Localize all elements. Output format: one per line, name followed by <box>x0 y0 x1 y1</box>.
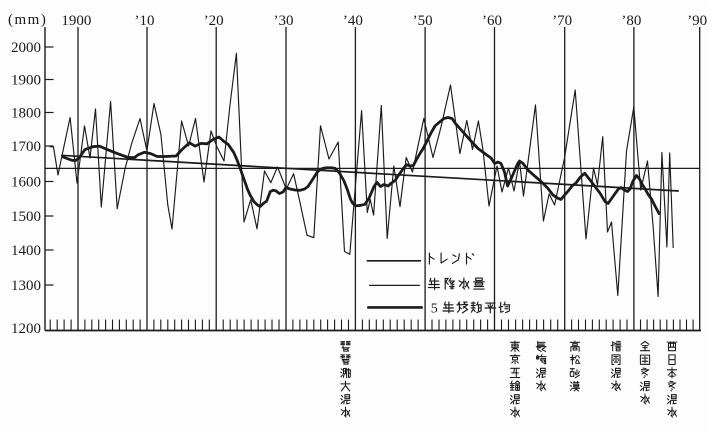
svg-text:1400: 1400 <box>11 243 41 259</box>
svg-text:1700: 1700 <box>11 139 41 155</box>
svg-text:1300: 1300 <box>11 278 41 294</box>
svg-text:’80: ’80 <box>621 13 641 29</box>
svg-text:5: 5 <box>431 301 438 316</box>
svg-text:’10: ’10 <box>135 13 155 29</box>
svg-text:’60: ’60 <box>482 13 502 29</box>
svg-text:(mm): (mm) <box>8 12 47 28</box>
svg-text:’20: ’20 <box>204 13 224 29</box>
svg-text:1800: 1800 <box>11 106 41 122</box>
svg-text:’70: ’70 <box>552 13 572 29</box>
svg-text:1200: 1200 <box>11 321 41 337</box>
svg-text:’30: ’30 <box>274 13 294 29</box>
svg-text:1900: 1900 <box>61 13 91 29</box>
svg-text:1600: 1600 <box>11 175 41 191</box>
svg-text:1900: 1900 <box>11 73 41 89</box>
svg-text:’90: ’90 <box>687 13 707 29</box>
svg-text:’50: ’50 <box>413 13 433 29</box>
svg-text:2000: 2000 <box>11 40 41 56</box>
svg-text:1500: 1500 <box>11 209 41 225</box>
svg-text:’40: ’40 <box>343 13 363 29</box>
